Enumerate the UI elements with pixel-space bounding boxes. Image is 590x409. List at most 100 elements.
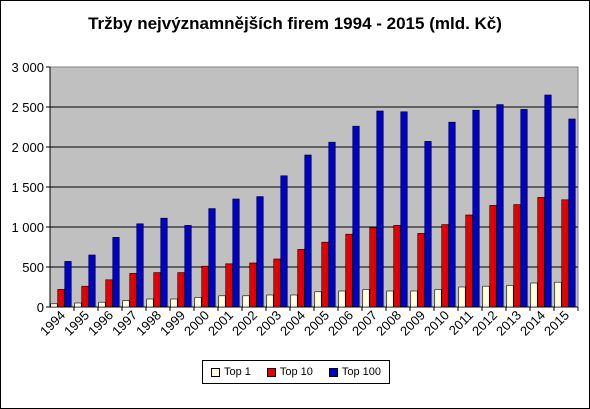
bar-top100-2008 bbox=[400, 111, 408, 308]
bar-top100-1998 bbox=[160, 217, 168, 308]
bar-top100-2002 bbox=[256, 196, 264, 308]
bar-top1-2008 bbox=[386, 290, 394, 308]
bar-top100-2015 bbox=[568, 118, 576, 308]
legend-label-top10: Top 10 bbox=[279, 366, 313, 378]
bar-top1-1999 bbox=[170, 298, 178, 308]
bar-top1-2006 bbox=[338, 290, 346, 308]
bar-top10-2013 bbox=[513, 204, 521, 308]
bar-top10-2010 bbox=[441, 224, 449, 308]
x-tick-label: 2003 bbox=[253, 308, 284, 339]
bar-top1-2004 bbox=[290, 294, 298, 308]
x-tick-label: 2001 bbox=[205, 308, 236, 339]
bar-top1-2013 bbox=[506, 285, 514, 308]
bar-top100-2012 bbox=[496, 104, 504, 308]
bar-top100-2011 bbox=[472, 109, 480, 308]
y-tick-label: 500 bbox=[22, 260, 44, 275]
x-tick-label: 1996 bbox=[85, 308, 116, 339]
bar-top10-2003 bbox=[273, 258, 281, 308]
bar-top100-2000 bbox=[208, 208, 216, 308]
bar-top10-2005 bbox=[321, 241, 329, 308]
bar-top10-1994 bbox=[57, 289, 65, 308]
x-tick-label: 2000 bbox=[181, 308, 212, 339]
x-tick-label: 2009 bbox=[397, 308, 428, 339]
bar-top100-1999 bbox=[184, 225, 192, 308]
bar-top100-1994 bbox=[64, 261, 72, 308]
bar-top100-1996 bbox=[112, 237, 120, 308]
x-tick-label: 2004 bbox=[277, 308, 308, 339]
x-tick-label: 1998 bbox=[133, 308, 164, 339]
bar-top100-2014 bbox=[544, 94, 552, 308]
bar-top1-2001 bbox=[218, 295, 226, 308]
bar-top10-2014 bbox=[537, 197, 545, 308]
legend-item-top100: Top 100 bbox=[328, 366, 381, 378]
bar-top10-1998 bbox=[153, 272, 161, 308]
x-tick-label: 2008 bbox=[373, 308, 404, 339]
bar-top100-2003 bbox=[280, 175, 288, 308]
y-tick-label: 2 000 bbox=[11, 140, 44, 155]
x-tick-label: 1997 bbox=[109, 308, 140, 339]
bar-top10-2000 bbox=[201, 265, 209, 308]
x-tick-label: 2015 bbox=[541, 308, 572, 339]
x-tick-label: 2007 bbox=[349, 308, 380, 339]
legend-swatch-top100 bbox=[328, 367, 338, 377]
bar-top10-1996 bbox=[105, 279, 113, 308]
bar-top1-1996 bbox=[98, 301, 106, 308]
bar-top10-2006 bbox=[345, 233, 353, 308]
legend-swatch-top10 bbox=[266, 367, 276, 377]
chart-title: Tržby nejvýznamnějších firem 1994 - 2015… bbox=[88, 14, 502, 33]
bar-top10-2009 bbox=[417, 233, 425, 308]
bar-top10-1995 bbox=[81, 285, 89, 308]
x-tick-label: 2012 bbox=[469, 308, 500, 339]
y-tick-label: 2 500 bbox=[11, 100, 44, 115]
x-tick-label: 2011 bbox=[446, 308, 476, 338]
bar-top10-2012 bbox=[489, 205, 497, 308]
bar-top10-2007 bbox=[369, 227, 377, 308]
x-tick-label: 2002 bbox=[229, 308, 260, 339]
bar-top10-2011 bbox=[465, 214, 473, 308]
bar-top100-2013 bbox=[520, 109, 528, 308]
x-tick-label: 2013 bbox=[493, 308, 524, 339]
x-tick-label: 1995 bbox=[61, 308, 92, 339]
bar-top100-2006 bbox=[352, 125, 360, 308]
bar-top10-2004 bbox=[297, 249, 305, 308]
x-tick-label: 2006 bbox=[325, 308, 356, 339]
bar-top1-2000 bbox=[194, 297, 202, 308]
bar-top1-2011 bbox=[458, 286, 466, 308]
bar-top10-2008 bbox=[393, 225, 401, 308]
bar-top100-2007 bbox=[376, 110, 384, 308]
bar-top10-2001 bbox=[225, 263, 233, 308]
bar-top100-2009 bbox=[424, 141, 432, 308]
bar-top10-2002 bbox=[249, 262, 257, 308]
bar-top1-2007 bbox=[362, 289, 370, 308]
bar-top1-2014 bbox=[530, 282, 538, 308]
bar-top100-2005 bbox=[328, 141, 336, 308]
x-tick-label: 2014 bbox=[517, 308, 548, 339]
bar-top1-1998 bbox=[146, 298, 154, 308]
bar-top10-1999 bbox=[177, 272, 185, 308]
x-tick-label: 1999 bbox=[157, 308, 188, 339]
bar-top1-2005 bbox=[314, 291, 322, 308]
bar-top100-2010 bbox=[448, 121, 456, 308]
bar-top10-1997 bbox=[129, 273, 137, 308]
legend-item-top10: Top 10 bbox=[266, 366, 313, 378]
bar-top1-2012 bbox=[482, 285, 490, 308]
legend-label-top100: Top 100 bbox=[341, 366, 381, 378]
bar-top1-2003 bbox=[266, 294, 274, 308]
bar-top10-2015 bbox=[561, 199, 569, 308]
legend-item-top1: Top 1 bbox=[210, 366, 251, 378]
y-tick-label: 1 000 bbox=[11, 220, 44, 235]
bar-top100-2001 bbox=[232, 198, 240, 308]
bar-top1-1997 bbox=[122, 300, 130, 308]
bar-top1-1995 bbox=[74, 302, 82, 308]
legend-swatch-top1 bbox=[210, 367, 220, 377]
bar-top1-2010 bbox=[434, 289, 442, 308]
bar-top1-1994 bbox=[50, 303, 58, 308]
bar-top1-2009 bbox=[410, 290, 418, 308]
chart-legend: Top 1 Top 10 Top 100 bbox=[202, 360, 390, 384]
x-tick-label: 2005 bbox=[301, 308, 332, 339]
y-tick-label: 1 500 bbox=[11, 180, 44, 195]
bar-top100-1997 bbox=[136, 223, 144, 308]
x-tick-label: 2010 bbox=[421, 308, 452, 339]
bar-top100-1995 bbox=[88, 254, 96, 308]
